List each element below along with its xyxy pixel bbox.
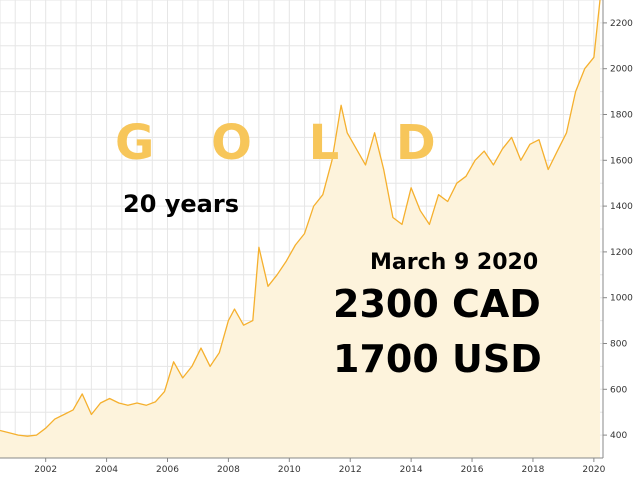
gold-title: G O L D [115, 115, 456, 171]
axis-layer: 2002 2004 2006 2008 2010 2012 2014 2016 2018 2020… [0, 0, 633, 475]
x-tick-label: 2016 [461, 465, 484, 475]
x-tick-label: 2010 [278, 465, 301, 475]
date-label: March 9 2020 [370, 250, 539, 275]
x-tick-label: 2008 [217, 465, 240, 475]
period-subtitle: 20 years [123, 190, 239, 218]
price-line [0, 0, 601, 437]
y-tick-label: 400 [610, 431, 627, 441]
price-cad-label: 2300 CAD [333, 282, 541, 326]
x-tick-label: 2018 [522, 465, 545, 475]
y-tick-label: 1800 [610, 111, 633, 121]
x-tick-label: 2002 [34, 465, 57, 475]
x-tick-label: 2012 [339, 465, 362, 475]
x-tick-label: 2004 [95, 465, 118, 475]
y-tick-label: 2000 [610, 65, 633, 75]
y-tick-label: 1200 [610, 248, 633, 258]
area-layer [0, 0, 601, 458]
x-tick-label: 2020 [582, 465, 605, 475]
x-tick-label: 2006 [156, 465, 179, 475]
y-tick-label: 2200 [610, 19, 633, 29]
x-tick-label: 2014 [400, 465, 423, 475]
price-area-fill [0, 0, 600, 458]
y-tick-label: 800 [610, 340, 627, 350]
y-tick-label: 1000 [610, 294, 633, 304]
y-tick-label: 1600 [610, 156, 633, 166]
y-tick-label: 600 [610, 385, 627, 395]
price-usd-label: 1700 USD [333, 337, 542, 381]
y-tick-label: 1400 [610, 202, 633, 212]
